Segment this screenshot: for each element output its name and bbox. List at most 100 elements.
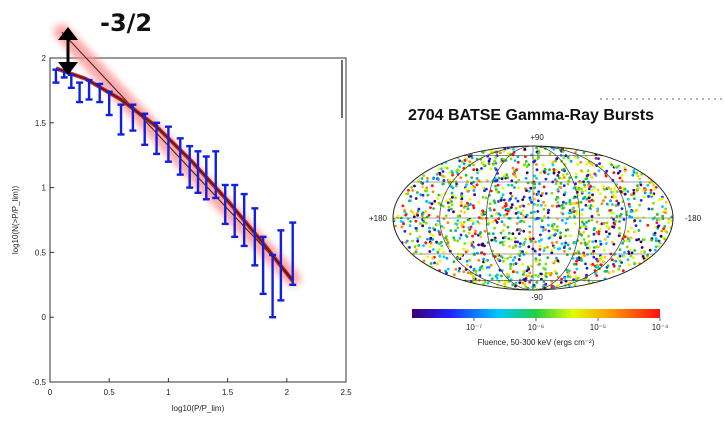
burst-point	[480, 217, 484, 221]
burst-point	[498, 151, 502, 155]
burst-point	[556, 196, 560, 199]
burst-point	[534, 259, 538, 263]
burst-point	[426, 255, 429, 259]
burst-point	[647, 195, 650, 198]
y-tick-label: 1.5	[35, 119, 47, 128]
burst-point	[629, 210, 633, 214]
burst-point	[526, 287, 530, 290]
error-bar	[141, 112, 149, 147]
burst-point	[628, 205, 632, 209]
burst-point	[587, 240, 591, 243]
burst-point	[587, 279, 591, 283]
burst-point	[537, 239, 541, 243]
burst-point	[516, 228, 519, 232]
burst-point	[409, 195, 413, 198]
burst-point	[572, 186, 576, 190]
plot-frame	[49, 57, 347, 383]
burst-point	[480, 243, 484, 247]
burst-point	[503, 173, 506, 177]
burst-point	[450, 203, 454, 207]
burst-point	[661, 214, 664, 218]
burst-point	[591, 262, 595, 266]
burst-point	[598, 258, 602, 262]
burst-point	[459, 176, 463, 180]
burst-point	[585, 197, 589, 201]
burst-point	[613, 195, 617, 199]
burst-point	[642, 195, 646, 199]
burst-point	[612, 193, 615, 197]
burst-point	[444, 214, 448, 218]
burst-point	[562, 200, 565, 204]
burst-point	[576, 162, 580, 166]
error-bar	[289, 221, 297, 286]
burst-point	[587, 191, 591, 195]
burst-point	[572, 262, 576, 266]
burst-point	[542, 200, 545, 204]
burst-point	[487, 159, 491, 163]
burst-point	[503, 214, 506, 217]
burst-point	[648, 248, 652, 252]
burst-point	[599, 263, 603, 267]
burst-point	[457, 269, 461, 273]
burst-point	[514, 175, 518, 179]
burst-point	[462, 166, 466, 170]
burst-point	[597, 232, 601, 236]
burst-point	[583, 183, 586, 187]
burst-point	[655, 218, 659, 222]
burst-point	[524, 285, 528, 289]
burst-point	[640, 246, 644, 249]
burst-point	[575, 186, 579, 189]
burst-point	[590, 176, 594, 179]
burst-point	[470, 176, 474, 180]
burst-point	[658, 198, 661, 202]
burst-point	[470, 244, 474, 248]
burst-point	[456, 219, 460, 223]
burst-point	[503, 280, 507, 284]
x-axis-ticks: 0 0.5 1 1.5 2 2.5	[48, 378, 352, 397]
burst-point	[456, 214, 460, 218]
burst-point	[664, 211, 667, 215]
error-bar	[259, 235, 267, 296]
x-tick-label: 2.5	[340, 388, 352, 397]
x-tick-label: 2	[285, 388, 290, 397]
burst-point	[614, 259, 618, 263]
burst-point	[533, 159, 537, 163]
burst-point	[641, 255, 645, 258]
burst-point	[459, 221, 462, 225]
burst-point	[566, 182, 570, 186]
burst-point	[629, 236, 633, 240]
burst-point	[582, 238, 586, 241]
burst-point	[541, 163, 545, 167]
burst-point	[477, 179, 481, 182]
burst-point	[500, 196, 504, 200]
burst-point	[470, 186, 474, 189]
burst-point	[580, 225, 584, 228]
burst-point	[535, 168, 539, 172]
burst-point	[635, 171, 639, 175]
burst-point	[439, 194, 443, 197]
burst-point	[521, 209, 525, 213]
burst-point	[595, 231, 599, 234]
burst-point	[544, 204, 547, 207]
burst-point	[581, 220, 584, 224]
meridian-line	[439, 146, 627, 290]
burst-point	[481, 267, 485, 271]
burst-point	[476, 220, 480, 224]
burst-point	[514, 207, 518, 210]
burst-point	[448, 171, 451, 174]
burst-point	[582, 151, 586, 155]
burst-point	[556, 225, 559, 229]
burst-point	[574, 156, 578, 160]
burst-point	[615, 190, 619, 194]
burst-point	[458, 159, 462, 163]
burst-point	[603, 238, 607, 241]
burst-point	[438, 201, 441, 205]
burst-point	[533, 249, 537, 253]
burst-point	[422, 244, 425, 248]
burst-point	[565, 172, 569, 176]
burst-point	[639, 240, 643, 244]
burst-point	[630, 226, 633, 230]
colorbar	[412, 309, 660, 318]
burst-point	[657, 244, 661, 248]
burst-point	[609, 187, 612, 191]
